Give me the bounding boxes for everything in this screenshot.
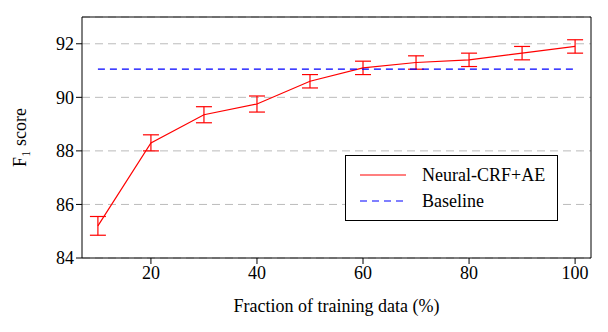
- svg-text:Fraction of training data (%): Fraction of training data (%): [234, 296, 440, 317]
- svg-text:88: 88: [56, 141, 74, 161]
- svg-text:F₁ score: F₁ score: [10, 108, 30, 167]
- svg-text:60: 60: [354, 263, 372, 283]
- svg-text:80: 80: [460, 263, 478, 283]
- svg-text:90: 90: [56, 88, 74, 108]
- html-text:Baseline: Baseline: [422, 190, 484, 211]
- svg-text:86: 86: [56, 195, 74, 215]
- svg-text:92: 92: [56, 34, 74, 54]
- svg-text:40: 40: [248, 263, 266, 283]
- svg-text:84: 84: [56, 248, 74, 268]
- svg-text:100: 100: [562, 263, 589, 283]
- svg-text:20: 20: [142, 263, 160, 283]
- html-text:Neural-CRF+AE: Neural-CRF+AE: [422, 164, 546, 185]
